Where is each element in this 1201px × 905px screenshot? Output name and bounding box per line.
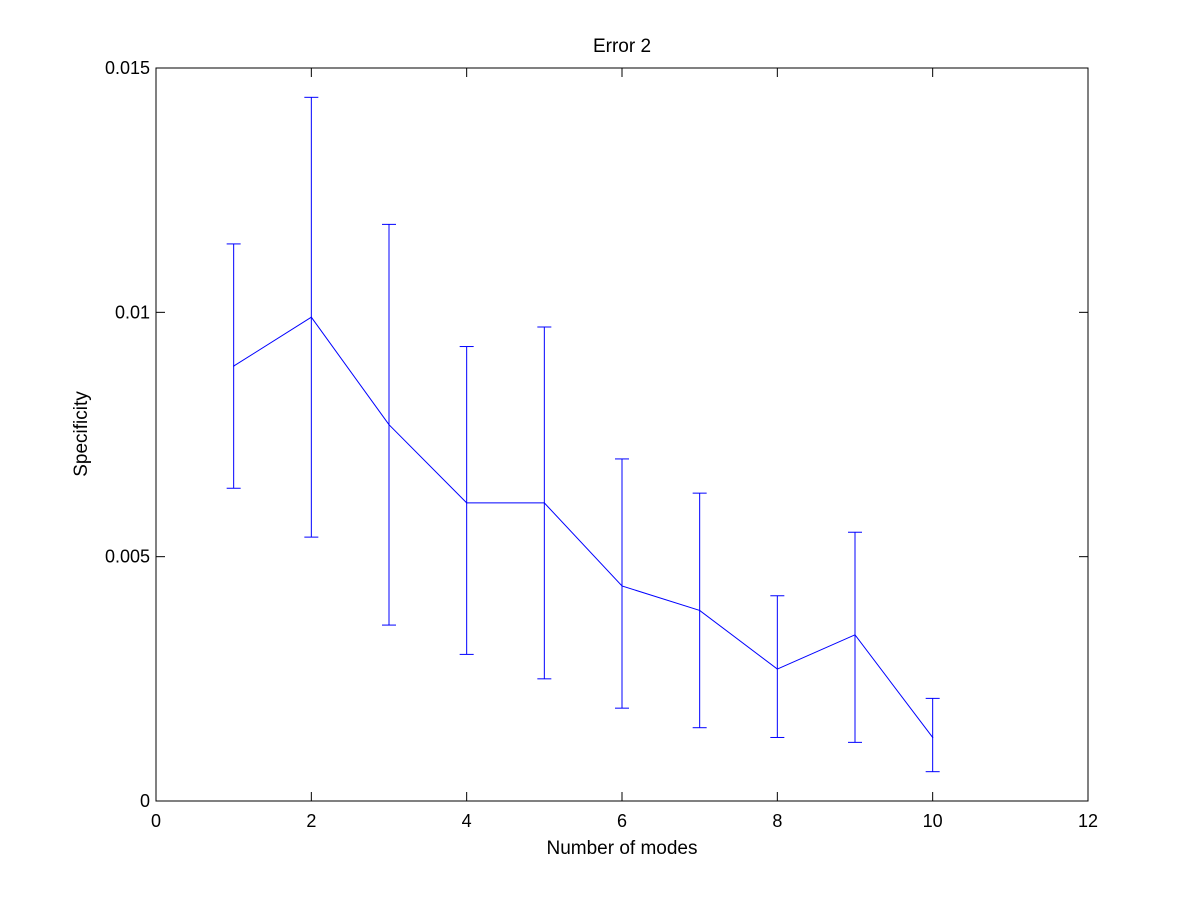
series-line <box>233 316 934 738</box>
y-tick-label: 0 <box>140 791 150 811</box>
y-tick-label: 0.005 <box>105 547 150 567</box>
x-tick-label: 2 <box>306 811 316 831</box>
data-point <box>854 634 856 636</box>
x-tick-label: 10 <box>923 811 943 831</box>
data-point <box>543 502 545 504</box>
axes-box <box>155 67 1089 802</box>
data-point <box>310 316 312 318</box>
x-tick-label: 8 <box>772 811 782 831</box>
x-tick-label: 12 <box>1078 811 1098 831</box>
data-point <box>776 668 778 670</box>
tick-labels-layer: 0 2 4 6 8 10 12 0 0.005 0.01 0.015 <box>105 58 1098 831</box>
x-tick-label: 4 <box>462 811 472 831</box>
data-point <box>621 585 623 587</box>
x-tick-label: 6 <box>617 811 627 831</box>
y-tick-label: 0.015 <box>105 58 150 78</box>
x-axis-title: Number of modes <box>546 838 697 859</box>
data-point <box>699 609 701 612</box>
x-tick-label: 0 <box>151 811 161 831</box>
data-point <box>233 365 235 367</box>
line-layer <box>233 316 934 739</box>
data-point <box>388 424 390 426</box>
data-point <box>466 502 468 504</box>
chart-title: Error 2 <box>593 36 651 57</box>
y-tick-label: 0.01 <box>115 302 150 322</box>
y-axis-title: Specificity <box>71 391 92 477</box>
data-point <box>932 736 934 739</box>
